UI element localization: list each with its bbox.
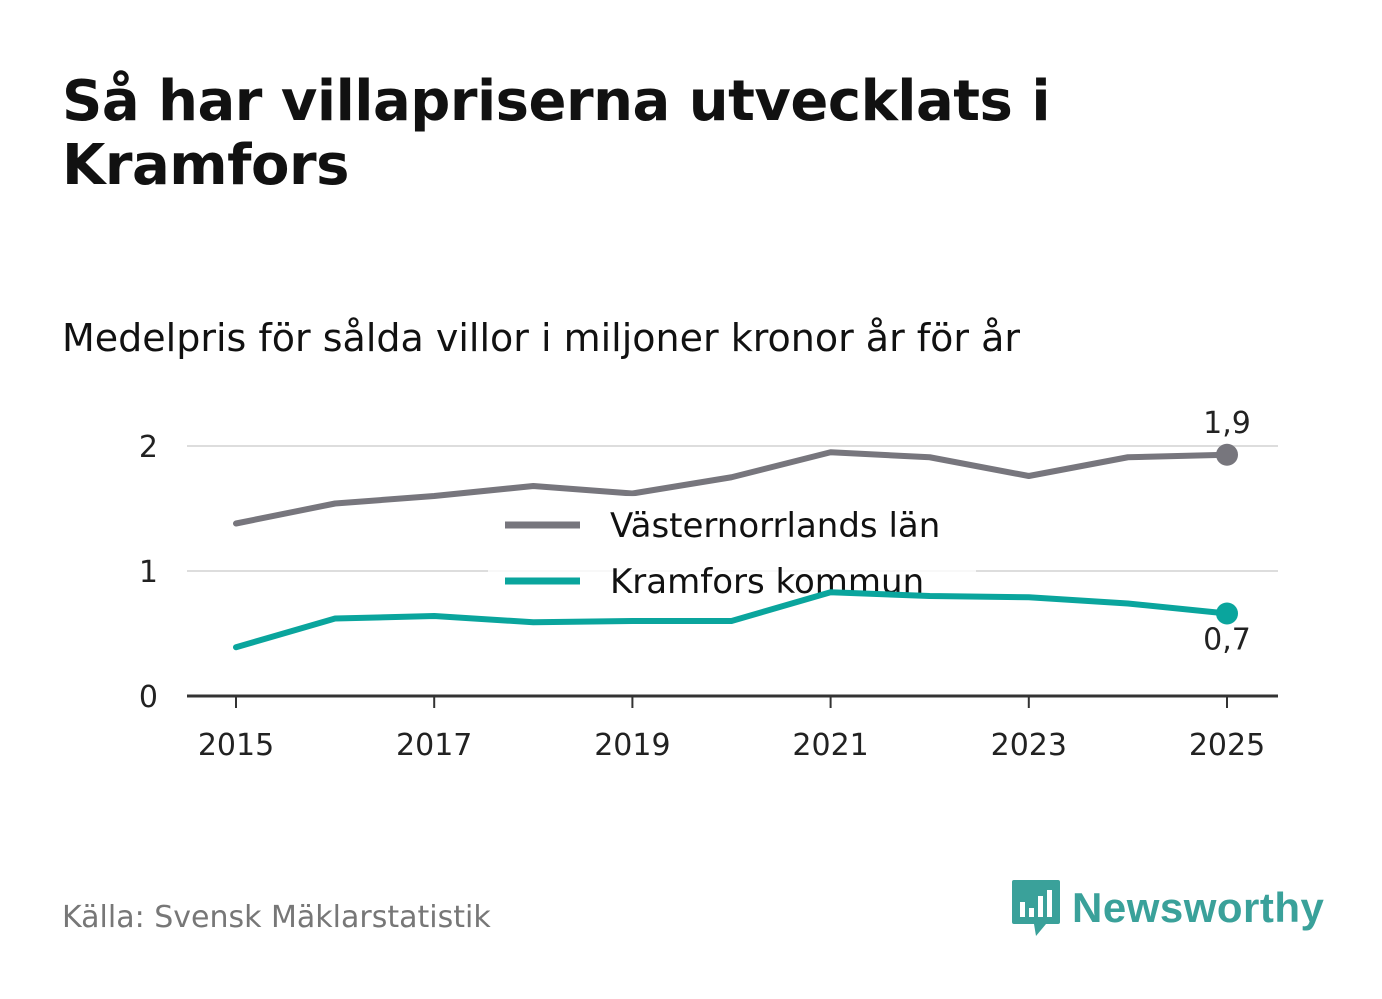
source-note: Källa: Svensk Mäklarstatistik bbox=[62, 900, 491, 935]
series-line bbox=[233, 589, 1230, 651]
newsworthy-bar-chart-icon bbox=[1012, 880, 1060, 936]
y-tick-label: 2 bbox=[139, 430, 158, 465]
x-tick-label: 2019 bbox=[594, 728, 670, 763]
end-label: 0,7 bbox=[1203, 623, 1251, 658]
newsworthy-logo[interactable]: Newsworthy bbox=[1010, 878, 1324, 938]
y-axis-tick-labels: 0 1 2 bbox=[139, 430, 158, 715]
x-tick-label: 2023 bbox=[991, 728, 1067, 763]
y-tick-label: 0 bbox=[139, 680, 158, 715]
x-axis: 2015 2017 2019 2021 2023 2025 bbox=[187, 694, 1278, 763]
end-labels: 1,9 0,7 bbox=[1203, 406, 1251, 658]
x-tick-label: 2015 bbox=[198, 728, 274, 763]
x-tick-label: 2021 bbox=[792, 728, 868, 763]
x-tick-label: 2025 bbox=[1189, 728, 1265, 763]
series-line bbox=[233, 449, 1230, 527]
brand-name: Newsworthy bbox=[1072, 884, 1325, 931]
series-vasternorrland bbox=[233, 443, 1238, 527]
end-label: 1,9 bbox=[1203, 406, 1251, 441]
chart-subtitle: Medelpris för sålda villor i miljoner kr… bbox=[62, 316, 1021, 360]
y-tick-label: 1 bbox=[139, 555, 158, 590]
series-kramfors bbox=[233, 589, 1238, 651]
legend-label: Västernorrlands län bbox=[610, 506, 940, 546]
end-point-marker bbox=[1216, 602, 1238, 625]
chart-title: Så har villapriserna utvecklats i Kramfo… bbox=[62, 69, 1051, 198]
x-tick-label: 2017 bbox=[396, 728, 472, 763]
end-point-marker bbox=[1216, 443, 1238, 466]
